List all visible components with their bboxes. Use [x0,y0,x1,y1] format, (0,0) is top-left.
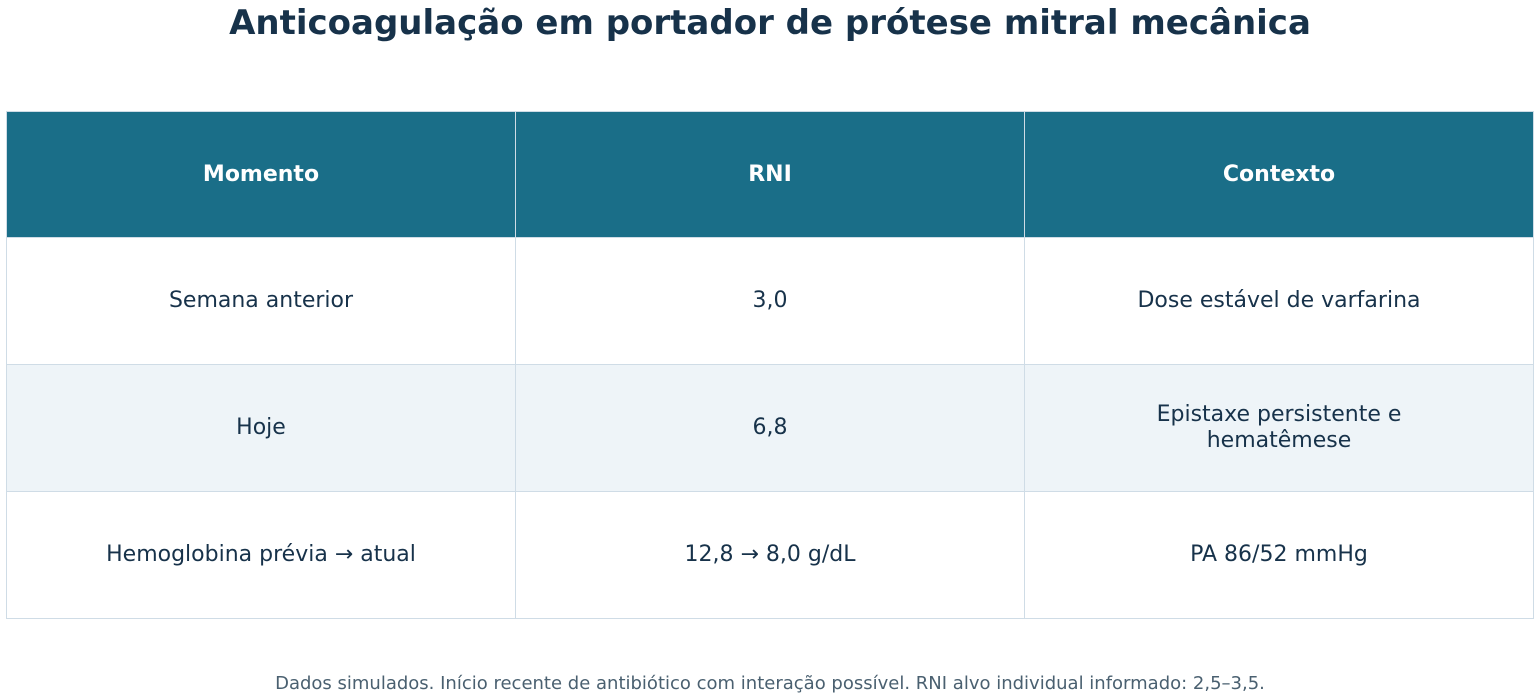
footnote: Dados simulados. Início recente de antib… [275,673,1265,694]
table-cell: Hoje [6,364,516,492]
table-cell: 6,8 [515,364,1025,492]
table-row: Semana anterior 3,0 Dose estável de varf… [6,237,1534,365]
table-row: Hemoglobina prévia → atual 12,8 → 8,0 g/… [6,491,1534,619]
table-title: Anticoagulação em portador de prótese mi… [229,3,1311,43]
header-row: Momento RNI Contexto [6,111,1534,238]
table-cell-text: Epistaxe persistente e hematêmese [1156,402,1402,453]
table-cell: Hemoglobina prévia → atual [6,491,516,619]
table-cell: Epistaxe persistente e hematêmese [1024,364,1534,492]
table-row: Hoje 6,8 Epistaxe persistente e hematême… [6,364,1534,492]
table-cell: Dose estável de varfarina [1024,237,1534,365]
column-header-momento: Momento [6,111,516,238]
table-cell: 12,8 → 8,0 g/dL [515,491,1025,619]
table-cell: PA 86/52 mmHg [1024,491,1534,619]
table-cell: Semana anterior [6,237,516,365]
column-header-rni: RNI [515,111,1025,238]
table-cell: 3,0 [515,237,1025,365]
column-header-contexto: Contexto [1024,111,1534,238]
data-table: Momento RNI Contexto Semana anterior 3,0… [6,111,1534,619]
